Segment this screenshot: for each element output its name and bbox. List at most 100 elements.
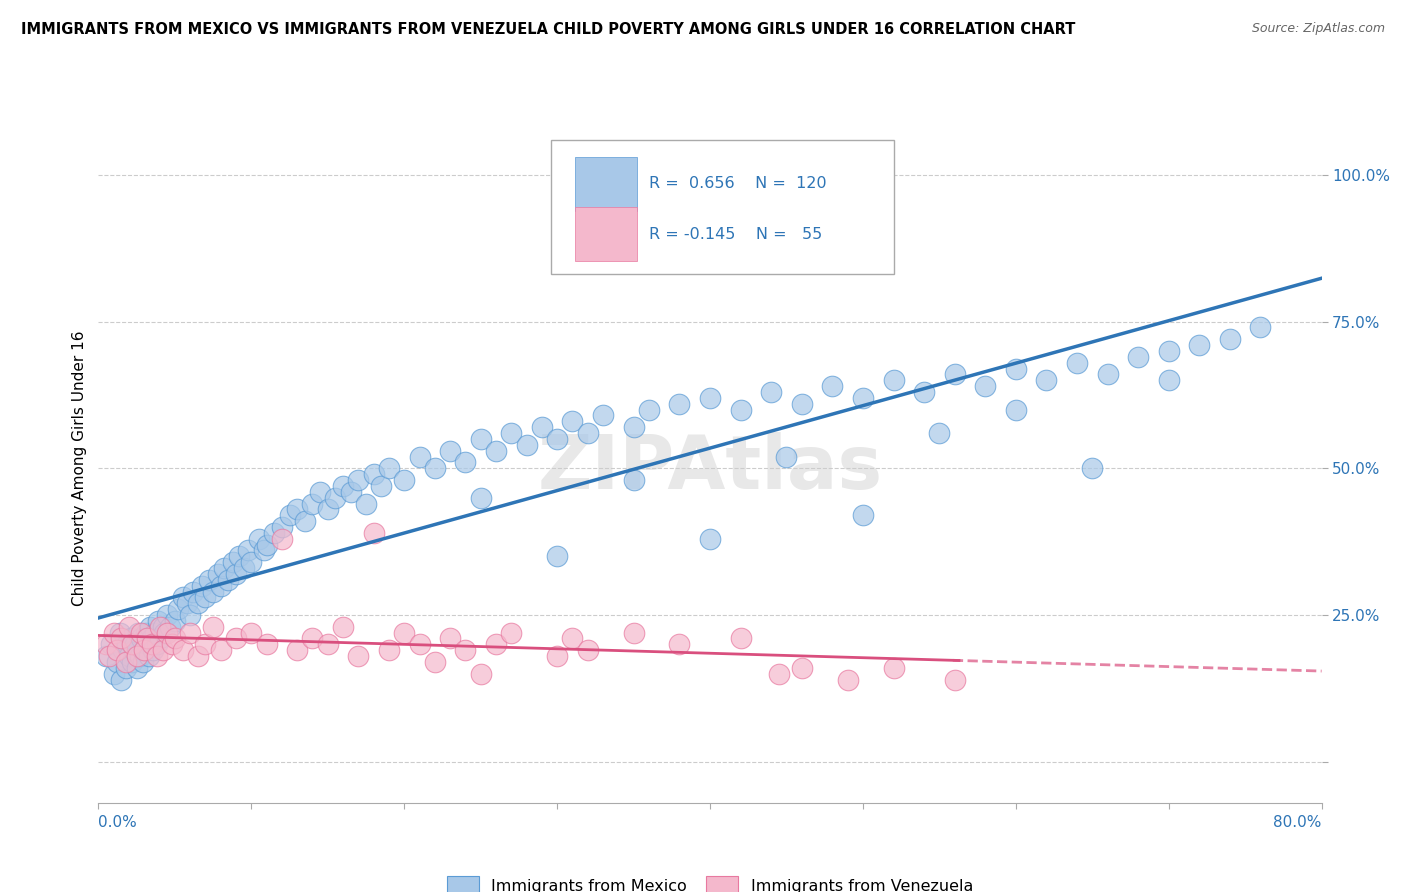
Point bbox=[775, 450, 797, 464]
Point bbox=[339, 484, 361, 499]
Point bbox=[332, 620, 354, 634]
Point bbox=[145, 649, 167, 664]
Point bbox=[105, 643, 128, 657]
Point bbox=[1188, 338, 1211, 352]
Point bbox=[354, 496, 377, 510]
Point bbox=[209, 579, 232, 593]
Point bbox=[285, 502, 308, 516]
Point bbox=[256, 538, 278, 552]
Point bbox=[285, 643, 308, 657]
Point bbox=[142, 643, 165, 657]
Point bbox=[134, 643, 156, 657]
Text: Source: ZipAtlas.com: Source: ZipAtlas.com bbox=[1251, 22, 1385, 36]
Point bbox=[225, 632, 247, 646]
Point bbox=[408, 450, 430, 464]
Y-axis label: Child Poverty Among Girls Under 16: Child Poverty Among Girls Under 16 bbox=[72, 331, 87, 606]
Point bbox=[103, 625, 125, 640]
Point bbox=[136, 632, 159, 646]
Point bbox=[94, 637, 117, 651]
Point bbox=[128, 649, 150, 664]
Point bbox=[263, 525, 285, 540]
Point bbox=[1157, 343, 1180, 358]
Point bbox=[146, 614, 169, 628]
Point bbox=[485, 637, 508, 651]
Point bbox=[240, 555, 263, 569]
Point bbox=[163, 614, 186, 628]
Point bbox=[256, 637, 278, 651]
Point bbox=[225, 566, 247, 581]
Point bbox=[207, 566, 229, 581]
FancyBboxPatch shape bbox=[575, 208, 637, 260]
Point bbox=[136, 637, 159, 651]
Text: ZIPAtlas: ZIPAtlas bbox=[537, 432, 883, 505]
FancyBboxPatch shape bbox=[575, 157, 637, 211]
Point bbox=[129, 632, 152, 646]
Point bbox=[309, 484, 332, 499]
Point bbox=[883, 373, 905, 387]
Point bbox=[149, 632, 172, 646]
Point bbox=[790, 397, 813, 411]
Point bbox=[134, 643, 156, 657]
Point bbox=[252, 543, 274, 558]
Point bbox=[141, 632, 163, 646]
Point bbox=[159, 620, 181, 634]
Point bbox=[105, 655, 128, 669]
Point bbox=[191, 579, 214, 593]
Point bbox=[623, 625, 645, 640]
Point bbox=[143, 625, 166, 640]
Point bbox=[852, 508, 875, 523]
Point bbox=[974, 379, 997, 393]
Point bbox=[730, 632, 752, 646]
Point bbox=[110, 632, 132, 646]
Point bbox=[228, 549, 250, 564]
Point bbox=[153, 625, 176, 640]
Point bbox=[98, 649, 121, 664]
Point bbox=[247, 532, 270, 546]
Point bbox=[117, 637, 139, 651]
Point bbox=[156, 607, 179, 622]
Point bbox=[730, 402, 752, 417]
Point bbox=[423, 461, 446, 475]
Point bbox=[576, 426, 599, 441]
Point bbox=[325, 491, 347, 505]
Point bbox=[301, 496, 323, 510]
Point bbox=[156, 625, 179, 640]
FancyBboxPatch shape bbox=[551, 141, 894, 275]
Point bbox=[439, 632, 461, 646]
Point bbox=[118, 620, 141, 634]
Point bbox=[181, 584, 204, 599]
Point bbox=[301, 632, 323, 646]
Point bbox=[561, 414, 583, 428]
Point bbox=[316, 502, 339, 516]
Point bbox=[408, 637, 430, 651]
Point bbox=[699, 391, 721, 405]
Point bbox=[501, 625, 523, 640]
Point bbox=[423, 655, 446, 669]
Text: IMMIGRANTS FROM MEXICO VS IMMIGRANTS FROM VENEZUELA CHILD POVERTY AMONG GIRLS UN: IMMIGRANTS FROM MEXICO VS IMMIGRANTS FRO… bbox=[21, 22, 1076, 37]
Point bbox=[668, 637, 690, 651]
Point bbox=[149, 620, 172, 634]
Point bbox=[270, 532, 292, 546]
Point bbox=[120, 632, 142, 646]
Point bbox=[378, 643, 401, 657]
Text: R = -0.145    N =   55: R = -0.145 N = 55 bbox=[648, 227, 823, 242]
Point bbox=[454, 455, 477, 469]
Text: R =  0.656    N =  120: R = 0.656 N = 120 bbox=[648, 177, 827, 192]
Point bbox=[470, 666, 492, 681]
Legend: Immigrants from Mexico, Immigrants from Venezuela: Immigrants from Mexico, Immigrants from … bbox=[440, 870, 980, 892]
Point bbox=[122, 643, 145, 657]
Point bbox=[576, 643, 599, 657]
Point bbox=[145, 637, 167, 651]
Point bbox=[194, 637, 217, 651]
Point bbox=[1249, 320, 1271, 334]
Point bbox=[278, 508, 301, 523]
Point bbox=[187, 596, 209, 610]
Point bbox=[759, 384, 782, 399]
Point bbox=[179, 607, 201, 622]
Point bbox=[141, 637, 163, 651]
Point bbox=[943, 368, 966, 382]
Point bbox=[501, 426, 523, 441]
Point bbox=[240, 625, 263, 640]
Point bbox=[197, 573, 219, 587]
Point bbox=[152, 620, 174, 634]
